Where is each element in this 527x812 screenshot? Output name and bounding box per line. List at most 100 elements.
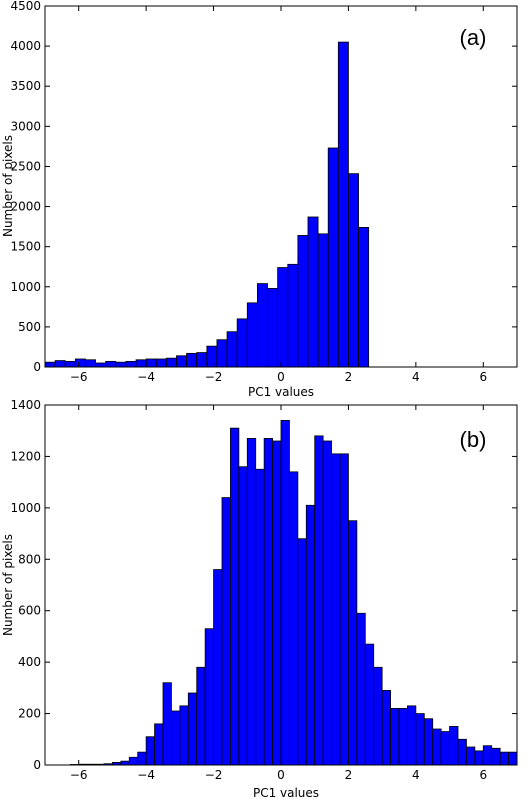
x-tick-label-a: 6 [479, 370, 487, 384]
histogram-bar-b-15 [171, 710, 181, 766]
histogram-bar-b-10 [128, 756, 139, 766]
histogram-bar-a-4 [85, 359, 96, 368]
histogram-bar-b-42 [398, 708, 408, 766]
histogram-bar-b-38 [364, 643, 375, 766]
histogram-bar-a-14 [186, 352, 198, 368]
histogram-bar-b-40 [381, 690, 391, 766]
histogram-bar-a-9 [135, 359, 147, 368]
histogram-bar-b-36 [348, 520, 358, 766]
y-axis-label-a: Number of pixels [1, 135, 15, 237]
y-axis-ticks-a: 0 500 1000 1500 2000 2500 3000 3500 4000 4500 [10, 0, 517, 374]
histogram-bar-b-51 [474, 750, 484, 766]
histogram-bar-b-41 [390, 708, 400, 766]
histogram-bar-a-23 [277, 267, 289, 368]
histogram-bar-a-25 [297, 235, 309, 368]
histogram-bar-b-53 [491, 747, 501, 766]
histogram-bar-a-29 [337, 41, 349, 368]
x-axis-label-b: PC1 values [253, 786, 319, 800]
histogram-bar-b-20 [213, 569, 223, 766]
histogram-bar-b-35 [339, 453, 349, 766]
y-tick-label-a: 2000 [10, 200, 41, 214]
histogram-bar-a-31 [358, 227, 370, 368]
histogram-bar-b-9 [120, 760, 130, 766]
histogram-bar-a-20 [246, 302, 258, 368]
y-tick-label-a: 3000 [10, 119, 41, 133]
histogram-bar-b-37 [356, 612, 366, 766]
histogram-bar-b-14 [162, 682, 172, 766]
x-tick-label-a: −4 [137, 370, 155, 384]
histogram-bar-b-17 [187, 692, 198, 766]
y-tick-label-b: 200 [18, 707, 41, 721]
histogram-bar-a-6 [105, 360, 117, 368]
histogram-bar-b-27 [272, 440, 282, 766]
y-axis-ticks-b: 0 200 400 600 800 1000 1200 1400 [10, 398, 517, 772]
histogram-bar-a-24 [287, 263, 299, 368]
histogram-bar-a-5 [95, 362, 107, 368]
x-tick-label-b: 0 [277, 768, 285, 782]
histogram-bar-a-11 [155, 358, 167, 368]
y-tick-label-b: 1400 [10, 398, 41, 412]
histogram-bar-b-54 [499, 751, 509, 766]
x-tick-label-a: 2 [345, 370, 353, 384]
histogram-bar-a-10 [145, 358, 157, 368]
histogram-bar-b-21 [221, 497, 231, 766]
y-tick-label-b: 1000 [10, 501, 41, 515]
histogram-bar-a-18 [226, 331, 238, 368]
x-tick-label-a: 4 [412, 370, 420, 384]
histogram-bar-a-26 [307, 216, 319, 368]
y-tick-label-b: 1200 [10, 449, 41, 463]
x-tick-label-b: −4 [137, 768, 155, 782]
histogram-bar-b-44 [415, 713, 425, 766]
histogram-bar-b-47 [440, 731, 450, 766]
histogram-bar-a-13 [176, 355, 188, 368]
x-axis-ticks-b: −6 −4 −2 0 2 4 6 [70, 405, 487, 782]
y-tick-label-a: 4500 [10, 0, 41, 13]
histogram-bar-b-48 [449, 726, 459, 766]
x-tick-label-b: −6 [70, 768, 88, 782]
histogram-bar-b-11 [137, 751, 147, 766]
histogram-bar-a-3 [74, 358, 86, 368]
y-tick-label-a: 1500 [10, 240, 41, 254]
y-tick-label-a: 3500 [10, 79, 41, 93]
x-axis-ticks-a: −6 −4 −2 0 2 4 6 [70, 6, 487, 384]
x-tick-label-b: 6 [479, 768, 487, 782]
histogram-bar-a-2 [64, 360, 76, 368]
histogram-bar-b-13 [154, 723, 164, 766]
histogram-bar-a-16 [206, 345, 218, 368]
histogram-bar-a-28 [327, 147, 339, 368]
histogram-bar-b-16 [179, 705, 189, 766]
y-tick-label-b: 600 [18, 604, 41, 618]
histogram-bar-b-55 [508, 751, 518, 766]
histogram-bars-a [44, 41, 370, 368]
histogram-bar-a-17 [216, 339, 228, 368]
histogram-bar-b-30 [297, 538, 307, 766]
panel-label-b: (b) [460, 427, 487, 452]
histogram-bar-a-0 [44, 361, 56, 368]
y-tick-label-a: 0 [33, 360, 41, 374]
histogram-bar-b-24 [246, 438, 257, 766]
y-tick-label-b: 0 [33, 758, 41, 772]
histogram-bar-b-19 [204, 628, 214, 766]
x-axis-label-a: PC1 values [248, 385, 314, 399]
y-tick-label-b: 400 [18, 655, 41, 669]
y-tick-label-a: 500 [18, 320, 41, 334]
histogram-bar-a-15 [196, 352, 208, 368]
y-tick-label-a: 1000 [10, 280, 41, 294]
y-axis-label-b: Number of pixels [1, 534, 15, 636]
histogram-bar-a-1 [54, 360, 66, 368]
histogram-bar-a-22 [267, 287, 279, 368]
histogram-bar-a-21 [256, 283, 268, 368]
y-tick-label-b: 800 [18, 552, 41, 566]
histogram-bar-a-27 [317, 233, 329, 368]
histogram-bar-b-34 [331, 453, 341, 766]
histogram-bars-b [69, 420, 518, 766]
histogram-bar-b-33 [322, 440, 332, 766]
histogram-bar-a-19 [236, 318, 248, 368]
x-tick-label-a: −6 [70, 370, 88, 384]
histogram-bar-b-52 [482, 745, 493, 766]
panel-label-a: (a) [460, 25, 487, 50]
x-tick-label-b: 4 [412, 768, 420, 782]
x-tick-label-b: −2 [205, 768, 223, 782]
histogram-bar-a-30 [348, 173, 359, 368]
